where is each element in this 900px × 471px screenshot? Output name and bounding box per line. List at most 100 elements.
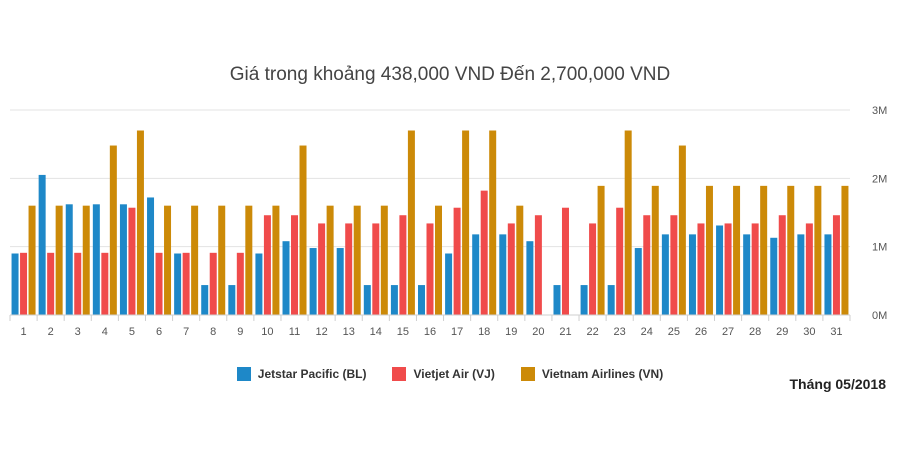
bar[interactable] <box>363 285 371 315</box>
bar[interactable] <box>814 185 822 315</box>
bar[interactable] <box>489 130 497 316</box>
bar[interactable] <box>47 252 55 315</box>
legend-item-vietjet[interactable]: Vietjet Air (VJ) <box>392 367 495 381</box>
bar[interactable] <box>309 248 317 315</box>
bar[interactable] <box>453 207 461 315</box>
bar[interactable] <box>841 185 849 315</box>
bar[interactable] <box>272 205 280 315</box>
bar[interactable] <box>399 215 407 315</box>
bar[interactable] <box>805 223 813 315</box>
bar[interactable] <box>760 185 768 315</box>
bar[interactable] <box>743 234 751 315</box>
bar[interactable] <box>65 204 73 315</box>
bar[interactable] <box>445 253 453 316</box>
bar[interactable] <box>147 197 155 315</box>
x-tick-label: 13 <box>343 326 355 338</box>
bar[interactable] <box>733 185 741 315</box>
bar[interactable] <box>390 285 398 315</box>
bar[interactable] <box>770 237 778 315</box>
bar[interactable] <box>174 253 182 316</box>
bar[interactable] <box>128 207 136 315</box>
bar[interactable] <box>136 130 144 316</box>
bar[interactable] <box>109 145 117 315</box>
bar[interactable] <box>597 185 605 315</box>
bar[interactable] <box>407 130 415 316</box>
bar[interactable] <box>336 248 344 315</box>
bar[interactable] <box>74 252 82 315</box>
bar[interactable] <box>236 252 244 315</box>
month-label: Tháng 05/2018 <box>789 376 887 392</box>
bar[interactable] <box>589 223 597 315</box>
bar[interactable] <box>228 285 236 315</box>
bar[interactable] <box>291 215 299 315</box>
bar[interactable] <box>634 248 642 315</box>
legend-item-vietnam-airlines[interactable]: Vietnam Airlines (VN) <box>520 367 663 381</box>
x-tick-label: 28 <box>749 326 761 338</box>
bar[interactable] <box>255 253 263 316</box>
bar[interactable] <box>372 223 380 315</box>
bar[interactable] <box>697 223 705 315</box>
legend-item-jetstar[interactable]: Jetstar Pacific (BL) <box>236 367 366 381</box>
bar[interactable] <box>28 205 36 315</box>
bar[interactable] <box>318 223 326 315</box>
bar[interactable] <box>209 252 217 315</box>
bar[interactable] <box>353 205 361 315</box>
bar[interactable] <box>724 223 732 315</box>
bar[interactable] <box>480 190 488 315</box>
legend: Jetstar Pacific (BL) Vietjet Air (VJ) Vi… <box>0 367 900 381</box>
bar[interactable] <box>472 234 480 315</box>
bar[interactable] <box>101 252 109 315</box>
bar[interactable] <box>11 253 19 316</box>
bar[interactable] <box>534 215 542 315</box>
bar[interactable] <box>182 252 190 315</box>
bar[interactable] <box>651 185 659 315</box>
bar[interactable] <box>643 215 651 315</box>
bar[interactable] <box>20 252 28 315</box>
bar[interactable] <box>426 223 434 315</box>
bar[interactable] <box>561 207 569 315</box>
bar[interactable] <box>787 185 795 315</box>
bar[interactable] <box>624 130 632 316</box>
bar[interactable] <box>688 234 696 315</box>
bar[interactable] <box>797 234 805 315</box>
bar[interactable] <box>824 234 832 315</box>
bar[interactable] <box>751 223 759 315</box>
bar[interactable] <box>38 174 46 315</box>
bar[interactable] <box>832 215 840 315</box>
bar[interactable] <box>661 234 669 315</box>
bar[interactable] <box>418 285 425 315</box>
bar[interactable] <box>380 205 388 315</box>
bar[interactable] <box>499 234 507 315</box>
bar[interactable] <box>82 205 90 315</box>
y-tick-label: 1M <box>872 242 887 254</box>
bar[interactable] <box>435 205 442 315</box>
bar[interactable] <box>201 285 209 315</box>
bar[interactable] <box>218 205 226 315</box>
bar[interactable] <box>282 241 290 315</box>
bar[interactable] <box>678 145 686 315</box>
bar[interactable] <box>326 205 334 315</box>
bar[interactable] <box>92 204 100 315</box>
bar[interactable] <box>164 205 172 315</box>
bar[interactable] <box>516 205 524 315</box>
bar[interactable] <box>716 225 724 315</box>
bar[interactable] <box>507 223 515 315</box>
bar[interactable] <box>580 285 588 315</box>
bar[interactable] <box>616 207 624 315</box>
bar[interactable] <box>607 285 615 315</box>
bar[interactable] <box>191 205 199 315</box>
bar[interactable] <box>670 215 678 315</box>
bar[interactable] <box>553 285 561 315</box>
bar[interactable] <box>299 145 307 315</box>
bar[interactable] <box>705 185 713 315</box>
bar[interactable] <box>155 252 163 315</box>
bar[interactable] <box>778 215 786 315</box>
bar[interactable] <box>345 223 353 315</box>
x-tick-label: 7 <box>183 326 189 338</box>
bar[interactable] <box>55 205 63 315</box>
bar[interactable] <box>245 205 253 315</box>
bar[interactable] <box>526 241 534 315</box>
bar[interactable] <box>462 130 470 316</box>
bar[interactable] <box>263 215 271 315</box>
bar[interactable] <box>119 204 127 315</box>
